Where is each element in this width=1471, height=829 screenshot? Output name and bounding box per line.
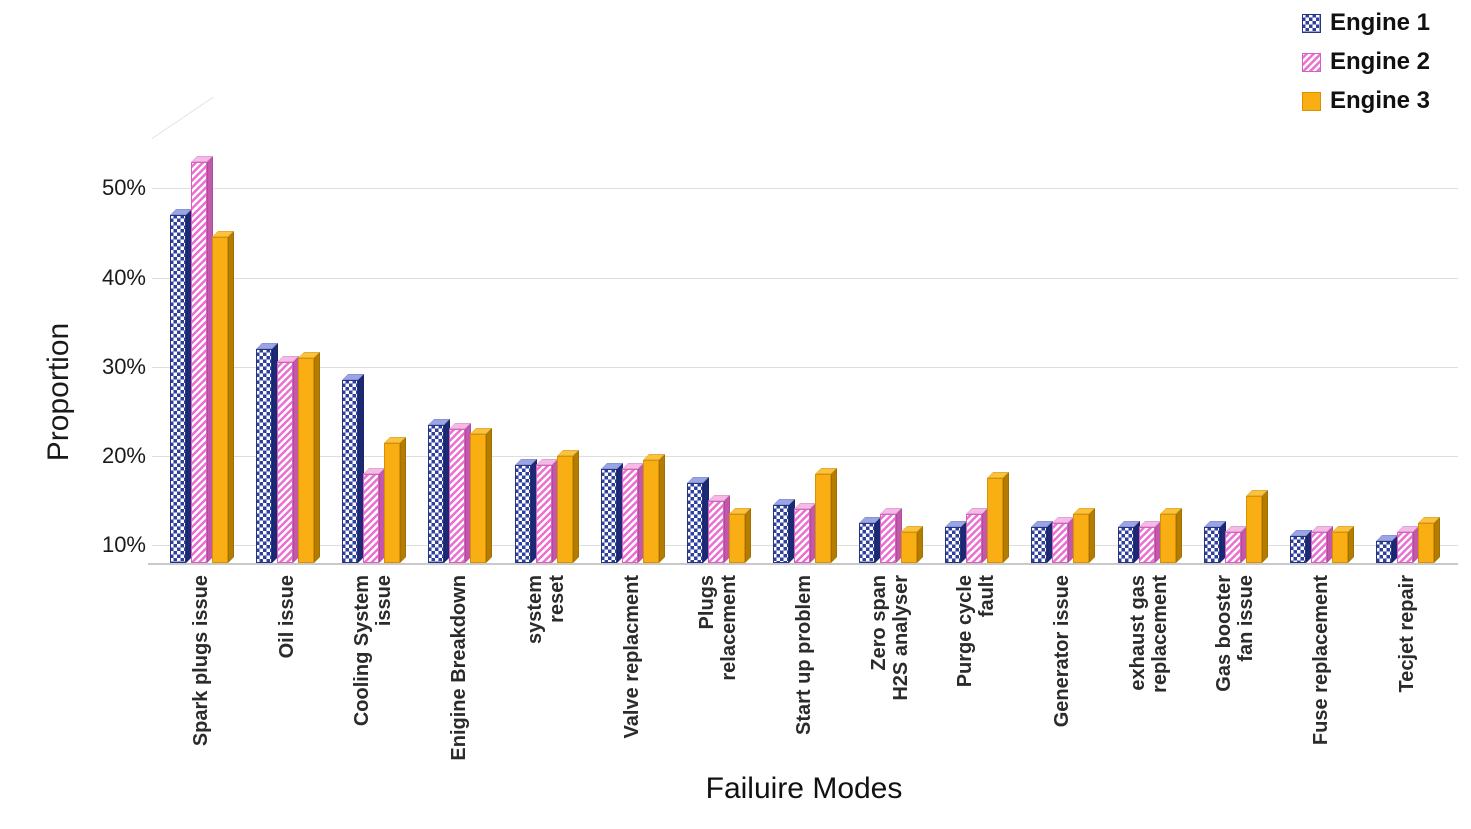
bar-engine-2 bbox=[535, 464, 552, 563]
gridline bbox=[152, 366, 1458, 368]
x-axis-category-label-text: Start up problem bbox=[792, 575, 815, 736]
legend-item: Engine 3 bbox=[1302, 86, 1430, 116]
legend-label: Engine 3 bbox=[1330, 87, 1431, 114]
bar-engine-3 bbox=[556, 455, 573, 563]
bar-engine-1 bbox=[428, 424, 445, 563]
legend-label: Engine 2 bbox=[1330, 48, 1431, 75]
x-axis-category-label: Spark plugs issue bbox=[153, 575, 249, 775]
bar-engine-2 bbox=[1310, 531, 1327, 563]
x-axis-category-label-text: system reset bbox=[523, 575, 568, 644]
x-axis-category-label: Tecjet repair bbox=[1359, 575, 1455, 775]
y-axis-tick-label: 20% bbox=[101, 442, 146, 468]
bar-engine-3 bbox=[728, 513, 745, 563]
bar-engine-3 bbox=[1331, 531, 1348, 563]
bar-engine-2 bbox=[277, 362, 294, 563]
bar-engine-3 bbox=[901, 531, 918, 563]
x-axis-category-label-text: Tecjet repair bbox=[1395, 575, 1418, 693]
x-axis-category-label: Plugs relacement bbox=[670, 575, 766, 775]
bar-engine-1 bbox=[342, 380, 359, 563]
x-axis-category-label-text: Purge cycle fault bbox=[953, 575, 999, 688]
bar-engine-2 bbox=[363, 473, 380, 563]
bar-engine-3 bbox=[298, 357, 315, 563]
bar-engine-1 bbox=[686, 482, 703, 563]
bar-engine-1 bbox=[1031, 527, 1048, 563]
x-axis-category-label: Cooling System issue bbox=[325, 575, 421, 775]
x-axis-baseline bbox=[148, 563, 1458, 565]
bar-engine-2 bbox=[1052, 522, 1069, 563]
bar-engine-1 bbox=[256, 348, 273, 563]
bar-engine-3 bbox=[212, 237, 229, 563]
bar-engine-1 bbox=[1117, 527, 1134, 563]
bar-engine-3 bbox=[384, 442, 401, 563]
x-axis-category-label: Zero span H2S analyser bbox=[842, 575, 938, 775]
x-axis-category-label: Gas booster fan issue bbox=[1187, 575, 1283, 775]
x-axis-category-label: Purge cycle fault bbox=[928, 575, 1024, 775]
bar-engine-1 bbox=[514, 464, 531, 563]
y-axis-title: Proportion bbox=[42, 322, 75, 462]
bar-engine-3 bbox=[1159, 513, 1176, 563]
y-axis-tick-label: 40% bbox=[101, 264, 146, 290]
legend-swatch-icon bbox=[1302, 91, 1321, 111]
bar-engine-2 bbox=[449, 429, 466, 563]
legend-swatch-icon bbox=[1302, 52, 1321, 72]
x-axis-title: Failuire Modes bbox=[705, 772, 903, 805]
bar-engine-3 bbox=[1245, 496, 1262, 563]
bar-engine-3 bbox=[987, 478, 1004, 563]
bar-engine-1 bbox=[1203, 527, 1220, 563]
x-axis-category-label-text: Enigine Breakdown bbox=[448, 575, 471, 761]
x-axis-category-label: Oil issue bbox=[239, 575, 335, 775]
x-axis-category-label: exhaust gas replacement bbox=[1101, 575, 1197, 775]
gridline bbox=[152, 188, 1458, 190]
legend-swatch-icon bbox=[1302, 13, 1321, 33]
x-axis-category-label: Valve replacment bbox=[584, 575, 680, 775]
legend-item: Engine 2 bbox=[1302, 47, 1430, 77]
x-axis-category-label-text: Plugs relacement bbox=[695, 575, 740, 681]
bar-engine-3 bbox=[1417, 522, 1434, 563]
legend-item: Engine 1 bbox=[1302, 8, 1430, 38]
bar-engine-2 bbox=[966, 513, 983, 563]
legend: Engine 1 Engine 2 Engine 3 bbox=[1302, 8, 1430, 116]
x-axis-category-label: Enigine Breakdown bbox=[411, 575, 507, 775]
bar-engine-2 bbox=[794, 509, 810, 563]
bar-engine-2 bbox=[1224, 531, 1241, 563]
x-axis-category-label-text: Oil issue bbox=[275, 575, 298, 659]
bar-engine-1 bbox=[1289, 536, 1306, 563]
legend-label: Engine 1 bbox=[1330, 9, 1431, 36]
y-axis-tick-label: 10% bbox=[101, 532, 146, 558]
bar-engine-2 bbox=[1138, 527, 1155, 563]
x-axis-category-label-text: Gas booster fan issue bbox=[1212, 575, 1257, 692]
x-axis-category-label: Start up problem bbox=[756, 575, 852, 775]
gridline bbox=[152, 277, 1458, 279]
bar-engine-1 bbox=[1375, 540, 1392, 563]
bar-engine-2 bbox=[1396, 531, 1413, 563]
x-axis-category-label-text: exhaust gas replacement bbox=[1126, 575, 1171, 693]
x-axis-category-label: Generator issue bbox=[1014, 575, 1110, 775]
bar-engine-2 bbox=[621, 469, 638, 563]
bar-engine-1 bbox=[170, 215, 187, 563]
x-axis-category-label-text: Valve replacment bbox=[620, 575, 643, 739]
bar-engine-3 bbox=[642, 460, 659, 563]
x-axis-category-label: system reset bbox=[498, 575, 594, 775]
x-axis-category-label-text: Cooling System issue bbox=[350, 575, 396, 727]
x-axis-category-label: Fuse replacement bbox=[1273, 575, 1369, 775]
bar-engine-1 bbox=[600, 469, 617, 563]
y-axis-tick-label: 30% bbox=[101, 353, 146, 379]
bar-engine-2 bbox=[880, 513, 897, 563]
bar-engine-1 bbox=[945, 527, 962, 563]
plot-back-wall-edge bbox=[151, 96, 214, 139]
bar-engine-1 bbox=[859, 522, 876, 563]
bar-engine-2 bbox=[191, 161, 208, 563]
x-axis-category-label-text: Fuse replacement bbox=[1309, 575, 1332, 746]
bar-engine-1 bbox=[773, 505, 789, 563]
bar-engine-3 bbox=[470, 433, 487, 563]
x-axis-category-label-text: Spark plugs issue bbox=[189, 575, 212, 747]
bar-engine-2 bbox=[707, 500, 724, 563]
bar-engine-3 bbox=[815, 473, 831, 563]
bar-engine-3 bbox=[1073, 513, 1090, 563]
gridline bbox=[152, 455, 1458, 457]
y-axis-tick-label: 50% bbox=[101, 175, 146, 201]
x-axis-category-label-text: Zero span H2S analyser bbox=[867, 575, 913, 701]
x-axis-category-label-text: Generator issue bbox=[1051, 575, 1074, 728]
